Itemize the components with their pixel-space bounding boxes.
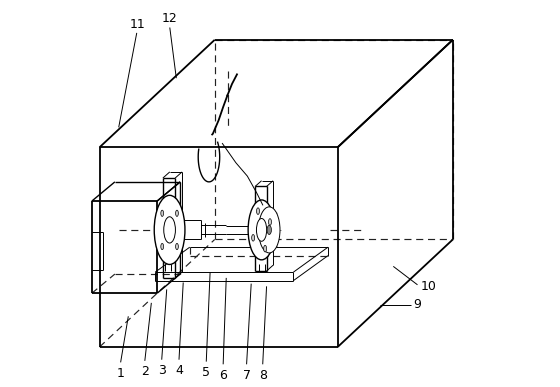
Text: 2: 2 (141, 365, 149, 378)
Ellipse shape (164, 217, 175, 243)
Text: 10: 10 (420, 280, 436, 293)
Text: 6: 6 (219, 369, 227, 382)
Ellipse shape (256, 219, 267, 241)
Text: 5: 5 (202, 366, 210, 379)
Ellipse shape (268, 219, 272, 225)
Ellipse shape (259, 207, 280, 253)
Ellipse shape (154, 195, 185, 264)
Text: 9: 9 (413, 298, 421, 311)
Ellipse shape (176, 210, 178, 216)
Ellipse shape (176, 243, 178, 250)
Ellipse shape (264, 245, 267, 252)
Ellipse shape (161, 210, 164, 216)
Text: 11: 11 (130, 17, 146, 31)
Text: 7: 7 (242, 369, 250, 382)
Text: 4: 4 (175, 364, 183, 377)
Ellipse shape (248, 200, 275, 260)
Ellipse shape (161, 243, 164, 250)
Text: 8: 8 (259, 369, 267, 382)
Text: 12: 12 (162, 12, 178, 25)
Ellipse shape (251, 235, 255, 241)
Text: 3: 3 (158, 364, 166, 377)
Ellipse shape (267, 225, 272, 235)
Text: 1: 1 (116, 367, 124, 380)
Ellipse shape (256, 208, 259, 214)
